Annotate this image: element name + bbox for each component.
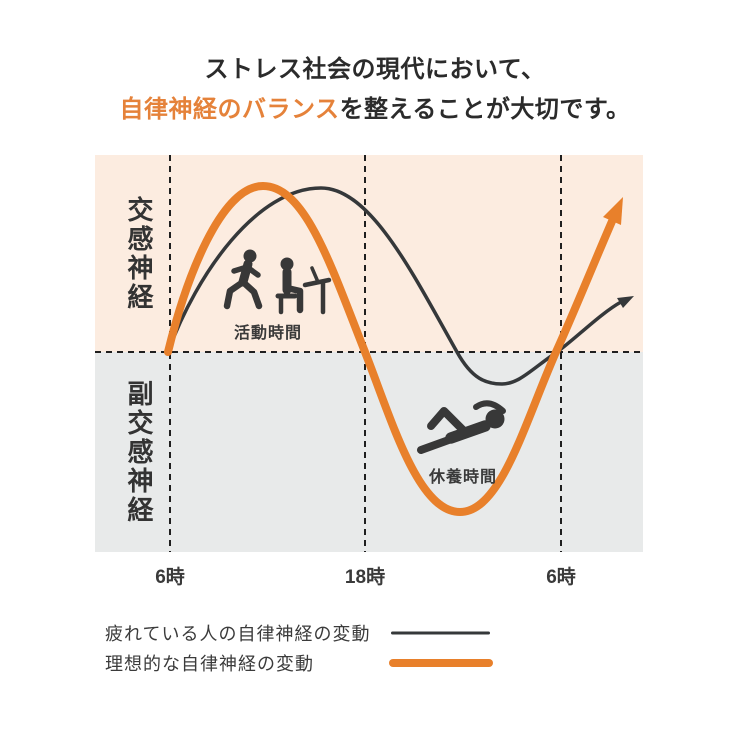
legend-label-tired: 疲れている人の自律神経の変動 bbox=[105, 624, 371, 644]
rest-time-label: 休養時間 bbox=[428, 469, 498, 486]
legend-swatch-tired-line bbox=[391, 631, 490, 635]
sympathetic-band bbox=[95, 155, 643, 352]
y-label-sympathetic-text: 交感神経 bbox=[124, 195, 154, 312]
runner-leg-back bbox=[239, 278, 263, 310]
y-label-parasympathetic: 副交感神経 bbox=[121, 352, 158, 552]
y-label-sympathetic: 交感神経 bbox=[121, 155, 158, 352]
ideal-curve-arrowhead-icon bbox=[603, 197, 623, 225]
legend-swatch-ideal-line bbox=[389, 659, 493, 667]
rester-straight-leg bbox=[417, 433, 461, 454]
y-label-parasympathetic-text: 副交感神経 bbox=[124, 379, 154, 525]
chart-canvas bbox=[95, 155, 643, 552]
runner-leg-front bbox=[223, 278, 247, 310]
x-tick-6pm: 18時 bbox=[344, 567, 386, 588]
laptop-screen bbox=[310, 266, 320, 284]
tired-curve-arrowhead-icon bbox=[617, 296, 634, 308]
autonomic-nerve-chart: 交感神経 副交感神経 bbox=[95, 155, 643, 552]
worker-head bbox=[280, 257, 294, 271]
parasympathetic-band bbox=[95, 352, 643, 552]
rester-bent-leg bbox=[427, 407, 469, 436]
page-title: ストレス社会の現代において、 自律神経のバランスを整えることが大切です。 bbox=[0, 50, 750, 130]
legend-row-ideal: 理想的な自律神経の変動 bbox=[105, 648, 505, 678]
desk-worker-icon bbox=[275, 257, 332, 315]
worker-legs bbox=[283, 284, 304, 314]
title-line-1: ストレス社会の現代において、 bbox=[204, 56, 546, 83]
legend-row-tired: 疲れている人の自律神経の変動 bbox=[105, 618, 505, 648]
lying-person-icon bbox=[417, 400, 506, 454]
title-line-2: 自律神経のバランスを整えることが大切です。 bbox=[0, 90, 750, 130]
title-line-2-rest: を整えることが大切です。 bbox=[339, 96, 631, 123]
activity-time-label: 活動時間 bbox=[233, 325, 303, 342]
legend-label-ideal: 理想的な自律神経の変動 bbox=[105, 654, 314, 674]
runner-head bbox=[243, 249, 257, 263]
title-highlight: 自律神経のバランス bbox=[119, 96, 340, 123]
x-tick-6am-next: 6時 bbox=[546, 567, 576, 588]
runner-arm-right bbox=[244, 264, 261, 278]
ideal-curve bbox=[164, 181, 617, 517]
rester-arm bbox=[473, 400, 506, 414]
legend: 疲れている人の自律神経の変動 理想的な自律神経の変動 bbox=[105, 618, 505, 678]
running-person-icon bbox=[223, 249, 263, 310]
x-tick-6am: 6時 bbox=[155, 567, 185, 588]
